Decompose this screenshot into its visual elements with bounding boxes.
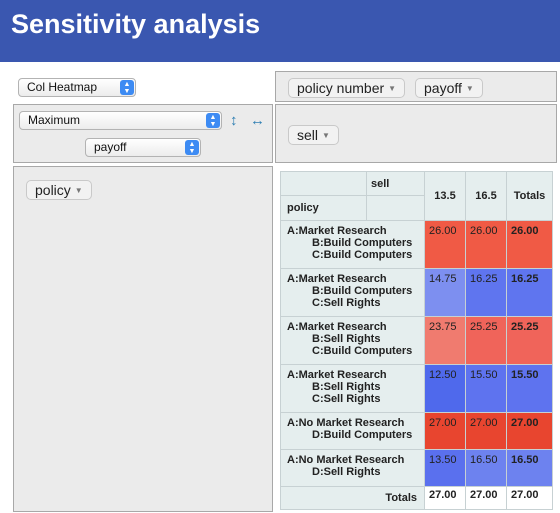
row-total-cell: 16.50 — [506, 449, 553, 487]
col-header: 13.5 — [424, 171, 466, 221]
row-header-line: C:Sell Rights — [312, 393, 381, 405]
table-row: A:Market Research B:Build Computers C:Sell… — [280, 268, 553, 317]
row-header-line: B:Build Computers — [312, 237, 413, 249]
row-header: A:No Market Research D:Build Computers — [280, 412, 425, 450]
value-cell: 27.00 — [465, 412, 507, 450]
aggregator-select-value: Maximum — [28, 113, 81, 127]
pivot-table: sell 13.5 16.5 Totals policy A:Market Re… — [280, 171, 553, 510]
aggregator-select[interactable]: Maximum ▲ ▼ — [19, 111, 222, 130]
app-header: Sensitivity analysis — [0, 0, 560, 62]
table-row: A:Market Research B:Sell Rights C:Build Co… — [280, 316, 553, 365]
attribute-pill-policy[interactable]: policy ▼ — [26, 180, 92, 200]
row-header-line: A:Market Research — [287, 273, 387, 285]
row-header-line: B:Sell Rights — [312, 333, 381, 345]
row-total-cell: 25.25 — [506, 316, 553, 365]
row-header-line: B:Build Computers — [312, 285, 413, 297]
row-axis-panel — [13, 166, 273, 512]
grand-total-cell: 27.00 — [506, 486, 553, 510]
col-header-totals: Totals — [506, 171, 553, 221]
row-header-line: C:Sell Rights — [312, 297, 381, 309]
sort-cols-icon[interactable]: ↔ — [250, 112, 265, 129]
table-row: A:No Market Research D:Sell Rights 13.50 16… — [280, 449, 553, 487]
renderer-select-value: Col Heatmap — [27, 80, 98, 94]
value-cell: 14.75 — [424, 268, 466, 317]
attribute-pill-sell[interactable]: sell ▼ — [288, 125, 339, 145]
value-cell: 16.50 — [465, 449, 507, 487]
row-header-line: A:Market Research — [287, 321, 387, 333]
value-cell: 13.50 — [424, 449, 466, 487]
triangle-down-icon: ▼ — [388, 84, 397, 93]
total-cell: 27.00 — [424, 486, 466, 510]
row-header-line: A:No Market Research — [287, 454, 405, 466]
row-header-line: C:Build Computers — [312, 345, 413, 357]
table-corner-blank — [366, 195, 425, 221]
row-header: A:No Market Research D:Sell Rights — [280, 449, 425, 487]
value-cell: 23.75 — [424, 316, 466, 365]
row-header: A:Market Research B:Sell Rights C:Build Co… — [280, 316, 425, 365]
sort-rows-icon[interactable]: ↕ — [230, 112, 238, 129]
chevron-up-down-icon: ▲ ▼ — [185, 140, 199, 155]
pill-label: sell — [297, 127, 319, 143]
row-total-cell: 26.00 — [506, 220, 553, 269]
row-header-line: B:Sell Rights — [312, 381, 381, 393]
table-row: A:No Market Research D:Build Computers 27.… — [280, 412, 553, 450]
row-header: A:Market Research B:Build Computers C:Buil… — [280, 220, 425, 269]
chevron-up-down-icon: ▲ ▼ — [206, 113, 220, 128]
row-header-line: A:Market Research — [287, 369, 387, 381]
renderer-select[interactable]: Col Heatmap ▲ ▼ — [18, 78, 136, 97]
value-cell: 27.00 — [424, 412, 466, 450]
value-field-select-value: payoff — [94, 140, 127, 154]
col-attr-label: sell — [366, 171, 425, 196]
pill-label: payoff — [424, 80, 462, 96]
total-cell: 27.00 — [465, 486, 507, 510]
triangle-down-icon: ▼ — [322, 131, 330, 140]
attribute-pill-payoff[interactable]: payoff ▼ — [415, 78, 483, 98]
row-total-cell: 15.50 — [506, 364, 553, 413]
value-cell: 12.50 — [424, 364, 466, 413]
pill-label: policy number — [297, 80, 385, 96]
chevron-up-down-icon: ▲ ▼ — [120, 80, 134, 95]
table-corner — [280, 171, 367, 196]
table-row: A:Market Research B:Build Computers C:Buil… — [280, 220, 553, 269]
table-row: A:Market Research B:Sell Rights C:Sell Rig… — [280, 364, 553, 413]
totals-row-label: Totals — [280, 486, 425, 510]
row-attr-label: policy — [280, 195, 367, 221]
row-total-cell: 27.00 — [506, 412, 553, 450]
row-header: A:Market Research B:Build Computers C:Sell… — [280, 268, 425, 317]
value-cell: 26.00 — [465, 220, 507, 269]
triangle-down-icon: ▼ — [465, 84, 474, 93]
row-header-line: A:No Market Research — [287, 417, 405, 429]
value-cell: 25.25 — [465, 316, 507, 365]
value-field-select[interactable]: payoff ▲ ▼ — [85, 138, 201, 157]
value-cell: 16.25 — [465, 268, 507, 317]
attribute-pill-policy-number[interactable]: policy number ▼ — [288, 78, 406, 98]
value-cell: 15.50 — [465, 364, 507, 413]
row-header-line: D:Sell Rights — [312, 466, 381, 478]
col-header: 16.5 — [465, 171, 507, 221]
row-total-cell: 16.25 — [506, 268, 553, 317]
value-cell: 26.00 — [424, 220, 466, 269]
triangle-down-icon: ▼ — [74, 186, 83, 195]
page-title: Sensitivity analysis — [11, 9, 261, 39]
row-header: A:Market Research B:Sell Rights C:Sell Rig… — [280, 364, 425, 413]
row-header-line: D:Build Computers — [312, 429, 413, 441]
row-header-line: A:Market Research — [287, 225, 387, 237]
pill-label: policy — [35, 182, 71, 198]
row-header-line: C:Build Computers — [312, 249, 413, 261]
